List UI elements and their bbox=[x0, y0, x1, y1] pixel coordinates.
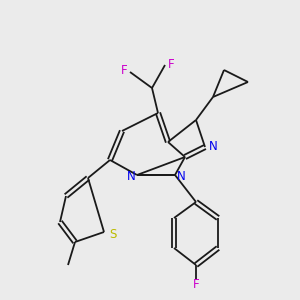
Text: N: N bbox=[127, 170, 135, 184]
Text: S: S bbox=[109, 229, 116, 242]
Text: N: N bbox=[208, 140, 217, 154]
Text: F: F bbox=[120, 64, 127, 77]
Text: N: N bbox=[177, 170, 185, 184]
Text: F: F bbox=[168, 58, 175, 70]
Text: F: F bbox=[193, 278, 199, 290]
